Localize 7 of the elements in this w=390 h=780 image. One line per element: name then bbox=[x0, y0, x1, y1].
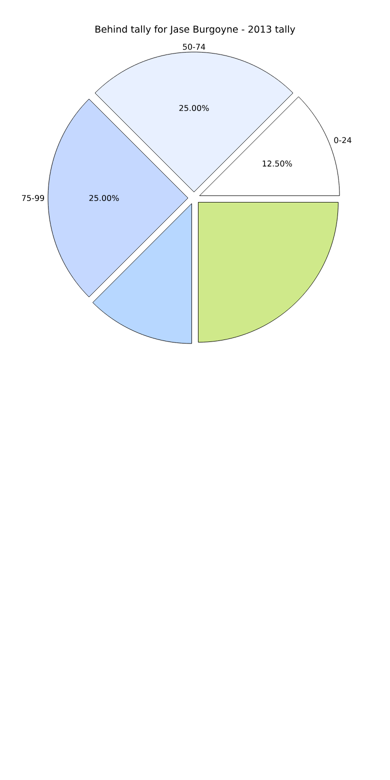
chart-title: Behind tally for Jase Burgoyne - 2013 tally bbox=[96, 25, 296, 35]
data-label: 25.00% bbox=[89, 194, 119, 202]
slice-label: 0-24 bbox=[334, 137, 352, 144]
slice-label: 50-74 bbox=[182, 44, 206, 50]
data-label: 25.00% bbox=[179, 104, 209, 112]
slice-label: 75-99 bbox=[22, 194, 44, 202]
data-label: 12.50% bbox=[262, 160, 292, 167]
